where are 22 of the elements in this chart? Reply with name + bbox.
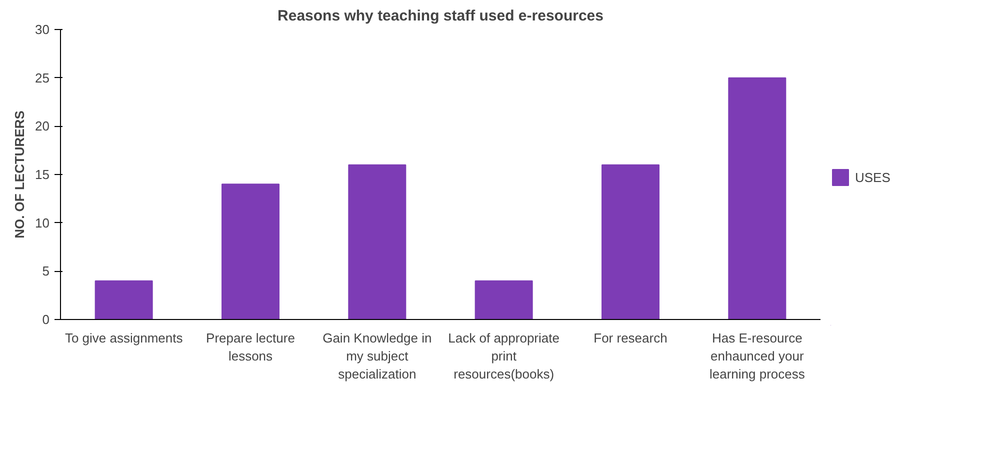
bar (348, 164, 406, 320)
bar (474, 280, 533, 320)
x-tick-label: Lack of appropriate print resources(books) (448, 330, 560, 382)
x-tick-label: For research (594, 330, 668, 346)
bar (728, 77, 786, 320)
x-tick-label: Prepare lecture lessons (206, 330, 295, 364)
bar (94, 280, 153, 320)
x-tick-label: Has E-resource enhaunced your learning process (709, 330, 806, 382)
x-tick-label: To give assignments (64, 330, 184, 346)
y-tick-label: 20 (35, 118, 50, 134)
bar (222, 184, 280, 320)
y-tick-label: 25 (35, 70, 50, 86)
y-tick-label: 15 (35, 167, 50, 182)
x-tick-label: Gain Knowledge in my subject specialization (322, 330, 432, 382)
y-tick-label: 0 (42, 312, 50, 327)
chart-title: Reasons why teaching staff used e-resources (278, 8, 604, 24)
y-axis-title: NO. OF LECTURERS (12, 110, 28, 238)
bar (602, 164, 660, 320)
legend-label: USES (855, 170, 890, 184)
y-tick-label: 30 (35, 22, 50, 37)
y-tick-label: 5 (42, 264, 50, 279)
y-tick-label: 10 (35, 215, 50, 230)
